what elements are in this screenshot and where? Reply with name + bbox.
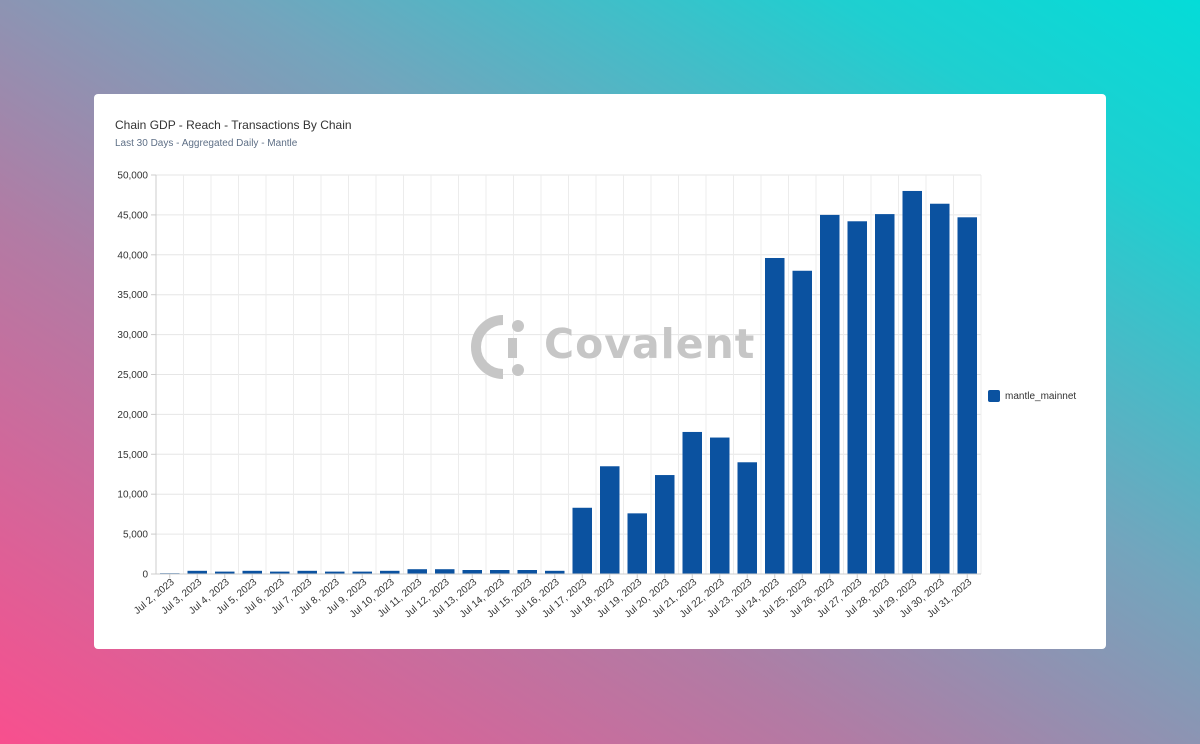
covalent-logo-icon	[471, 315, 524, 379]
y-tick-label: 25,000	[117, 370, 148, 381]
y-tick-label: 45,000	[117, 210, 148, 221]
bar[interactable]	[407, 569, 428, 574]
bar[interactable]	[490, 570, 510, 574]
y-tick-label: 0	[142, 570, 148, 581]
bar[interactable]	[875, 214, 895, 574]
y-tick-label: 40,000	[117, 250, 148, 261]
bar[interactable]	[242, 570, 263, 574]
legend-label: mantle_mainnet	[1005, 390, 1077, 402]
bar[interactable]	[187, 570, 208, 574]
legend-swatch	[988, 390, 1000, 402]
bar[interactable]	[820, 214, 840, 574]
bar[interactable]	[710, 437, 730, 574]
bar-chart: 0 5,000 10,000 15,000 20,000 25,000 30,000 35,0…	[117, 171, 982, 621]
bar[interactable]	[462, 570, 483, 574]
bar[interactable]	[297, 570, 318, 574]
bar[interactable]	[572, 507, 593, 574]
bar[interactable]	[435, 569, 455, 574]
bar[interactable]	[737, 462, 758, 574]
bar[interactable]	[517, 570, 538, 574]
bar[interactable]	[957, 217, 978, 574]
y-tick-label: 35,000	[117, 290, 148, 301]
bar[interactable]	[352, 571, 373, 574]
y-tick-label: 30,000	[117, 330, 148, 341]
bar[interactable]	[215, 571, 235, 574]
y-tick-label: 5,000	[123, 530, 148, 541]
chart-card: Chain GDP - Reach - Transactions By Chai…	[94, 94, 1106, 649]
bar[interactable]	[902, 190, 923, 574]
bars	[160, 190, 978, 575]
y-tick-label: 15,000	[117, 450, 148, 461]
y-tick-label: 20,000	[117, 410, 148, 421]
bar[interactable]	[600, 466, 620, 574]
bar[interactable]	[847, 221, 868, 574]
bar[interactable]	[545, 570, 565, 574]
y-tick-label: 50,000	[117, 171, 148, 182]
chart-title: Chain GDP - Reach - Transactions By Chai…	[115, 118, 352, 132]
watermark-text: Covalent	[544, 320, 756, 368]
legend[interactable]: mantle_mainnet	[988, 390, 1076, 402]
bar[interactable]	[792, 270, 813, 574]
bar[interactable]	[930, 203, 950, 574]
bar[interactable]	[380, 570, 400, 574]
bar[interactable]	[765, 257, 785, 574]
bar[interactable]	[325, 571, 345, 574]
bar[interactable]	[655, 475, 675, 574]
covalent-watermark: Covalent	[468, 312, 768, 382]
bar[interactable]	[270, 571, 290, 574]
bar[interactable]	[682, 431, 703, 574]
axes	[151, 174, 981, 578]
bar[interactable]	[627, 513, 648, 574]
y-axis-ticks: 0 5,000 10,000 15,000 20,000 25,000 30,000 35,0…	[117, 171, 148, 581]
chart-subtitle: Last 30 Days - Aggregated Daily - Mantle	[115, 138, 298, 149]
y-tick-label: 10,000	[117, 490, 148, 501]
